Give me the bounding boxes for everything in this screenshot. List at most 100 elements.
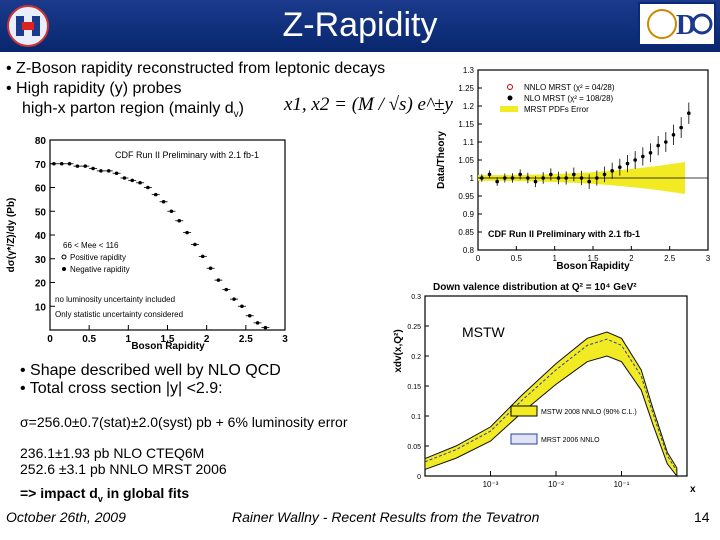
y-tick-label: 40: [35, 231, 47, 242]
x-tick-label: 2.5: [664, 254, 676, 263]
x-ticks: 0 0.5 1 1.5 2 2.5 3: [47, 325, 288, 345]
y-tick-label: 80: [35, 136, 47, 147]
data-point: [106, 169, 111, 173]
y-tick-label: 1: [470, 174, 475, 183]
legend-mass: 66 < Mee < 116: [63, 241, 119, 250]
data-point: [263, 325, 268, 330]
legend-positive: Positive rapidity: [70, 253, 126, 262]
data-point: [255, 321, 260, 325]
prediction-nnlo: 252.6 ±3.1 pb NNLO MRST 2006: [20, 461, 227, 477]
legend-nnlo: NNLO MRST (χ² = 04/28): [524, 83, 615, 92]
plot-title: CDF Run II Preliminary with 2.1 fb-1: [115, 150, 259, 160]
data-point: [602, 172, 607, 177]
y-ticks: 0 0.05 0.1 0.15 0.2 0.25 0.3: [407, 294, 429, 481]
data-point: [247, 313, 252, 318]
data-point: [177, 218, 182, 223]
data-point: [99, 169, 103, 173]
data-point: [641, 154, 645, 159]
impact-text-end: in global fits: [102, 485, 190, 501]
y-tick-label: 70: [35, 160, 47, 171]
annotation-lumi: no luminosity uncertainty included: [55, 295, 175, 304]
mrst-band: [424, 338, 678, 472]
data-point: [487, 172, 492, 177]
x-tick-label: 10⁻²: [548, 480, 564, 489]
x-axis-label: x: [690, 484, 696, 495]
legend-mrst: MRST 2006 NNLO: [541, 437, 600, 444]
y-tick-label: 1.1: [463, 138, 475, 147]
legend-negative-marker: [62, 267, 66, 271]
x-tick-label: 0.5: [82, 334, 96, 345]
data-point: [216, 278, 221, 282]
legend-positive-marker: [61, 254, 67, 260]
footer-author: Rainer Wallny - Recent Results from the …: [232, 509, 540, 525]
data-point: [495, 179, 499, 184]
y-tick-label: 0.25: [407, 324, 421, 331]
impact-text: => impact d: [20, 485, 98, 501]
svg-text:D: D: [676, 10, 696, 41]
x-tick-label: 1.5: [161, 334, 175, 345]
data-point: [664, 140, 668, 144]
data-point: [679, 125, 683, 130]
y-tick-label: 0: [417, 474, 421, 481]
legend-mstw: MSTW 2008 NNLO (90% C.L.): [541, 409, 637, 416]
data-point: [610, 169, 614, 173]
data-point: [579, 176, 584, 180]
parton-text: high-x parton region (mainly d: [22, 100, 234, 117]
valence-plot: 0 0.05 0.1 0.15 0.2 0.25 0.3 10⁻³ 10⁻² 10⁻¹ Down…: [385, 276, 720, 504]
data-point: [130, 178, 135, 183]
plot-frame: [49, 139, 286, 331]
x-tick-label: 1.5: [587, 254, 599, 263]
data-points: [49, 161, 270, 330]
x-axis-label: Boson Rapidity: [556, 261, 630, 272]
y-tick-label: 1.05: [458, 156, 474, 165]
data-point: [671, 133, 676, 137]
data-point: [83, 164, 88, 168]
x-tick-label: 3: [282, 334, 288, 345]
y-tick-label: 0.3: [411, 294, 421, 301]
legend-nnlo-marker: [507, 84, 513, 90]
legend-band: MRST PDFs Error: [524, 105, 589, 114]
data-point: [595, 176, 599, 180]
parton-sub: v: [233, 109, 239, 121]
x-tick-label: 2: [204, 334, 210, 345]
x-tick-label: 10⁻¹: [614, 480, 630, 489]
y-tick-label: 0.15: [407, 384, 421, 391]
data-point: [240, 304, 244, 309]
data-point: [564, 176, 568, 180]
data-point: [518, 172, 522, 177]
annotation-stat: Only statistic uncertainty considered: [55, 310, 183, 319]
y-tick-label: 60: [35, 184, 47, 195]
data-point: [146, 185, 150, 190]
formula: x1, x2 = (M / √s) e^±y: [284, 94, 453, 115]
parton-close: ): [238, 100, 244, 117]
x-tick-label: 10⁻³: [483, 480, 499, 489]
footer-date: October 26th, 2009: [6, 509, 126, 525]
y-tick-label: 0.1: [411, 414, 421, 421]
sigma-result: σ=256.0±0.7(stat)±2.0(syst) pb + 6% lumi…: [20, 414, 348, 430]
y-tick-label: 20: [35, 279, 47, 290]
x-tick-label: 2.5: [239, 334, 253, 345]
y-tick-label: 0.95: [458, 192, 474, 201]
data-point: [224, 287, 229, 292]
y-ticks: 10 20 30 40 50 60 70 80: [35, 136, 55, 313]
data-point: [510, 176, 515, 180]
data-point: [59, 161, 64, 166]
y-tick-label: 30: [35, 255, 47, 266]
legend-mstw-marker: [510, 405, 538, 417]
impact-sub: v: [97, 493, 103, 504]
legend-mrst-marker: [510, 433, 538, 445]
y-tick-label: 0.05: [407, 444, 421, 451]
data-point: [161, 199, 166, 204]
data-point: [687, 111, 691, 115]
data-point: [75, 164, 80, 168]
y-axis-label: xdv(x,Q²): [393, 329, 404, 372]
y-tick-label: 1.25: [458, 84, 474, 93]
page-number: 14: [694, 509, 710, 525]
bullet-nlo-qcd: • Shape described well by NLO QCD: [20, 362, 281, 379]
data-point: [656, 143, 660, 148]
x-ticks: 10⁻³ 10⁻² 10⁻¹: [483, 471, 630, 489]
legend-nlo: NLO MRST (χ² = 108/28): [524, 94, 614, 103]
slide-title: Z-Rapidity: [282, 6, 438, 44]
plot-title: Down valence distribution at Q² = 10⁴ Ge…: [433, 282, 637, 293]
